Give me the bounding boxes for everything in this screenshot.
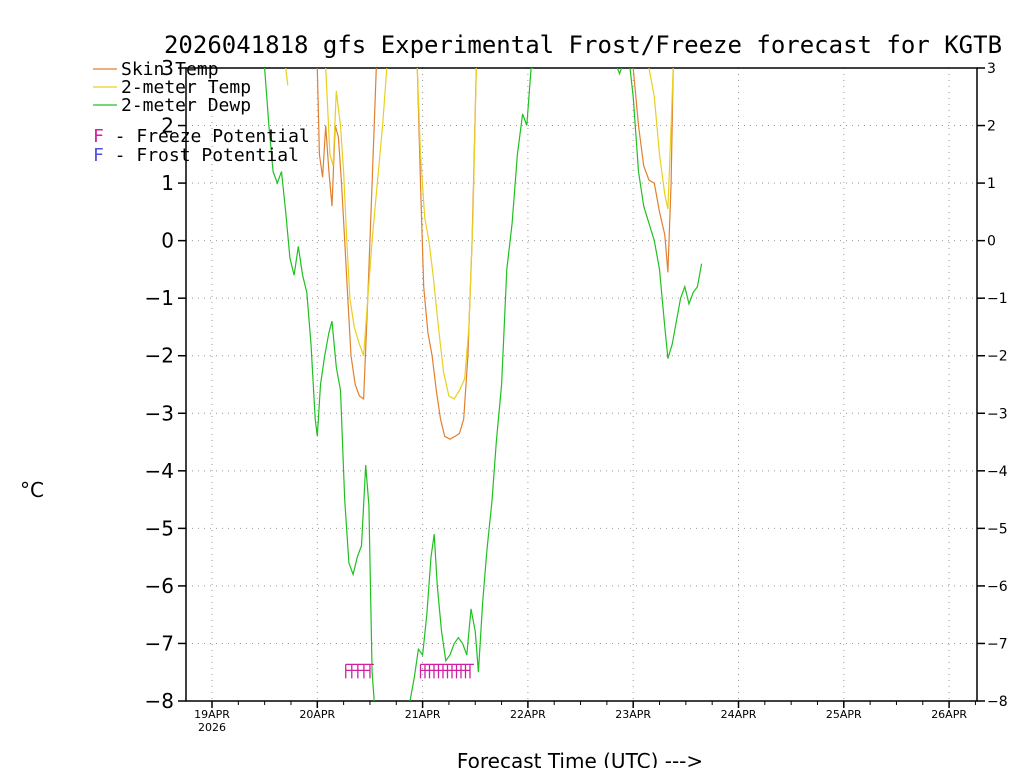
y-tick-label-right: 3 (987, 61, 996, 77)
y-tick-label-right: −1 (987, 291, 1008, 307)
y-tick-label-right: −8 (987, 694, 1008, 710)
x-tick-sublabel: 2026 (198, 721, 226, 734)
y-tick-label: −3 (145, 401, 174, 425)
series-layer (264, 68, 703, 701)
y-tick-label-right: 0 (987, 234, 996, 250)
y-axis-left: 3 2 1 0 −1 −2 −3 −4 −5 −6 −7 −8 (145, 56, 186, 713)
x-tick-label: 23APR (615, 708, 651, 721)
y-tick-label: −6 (145, 574, 174, 598)
legend-freeze-potential-text: - Freeze Potential (104, 126, 310, 147)
series-2-meter-temp-line (285, 68, 289, 86)
legend-2-meter-dewp-label: 2-meter Dewp (121, 95, 251, 116)
x-tick-label: 26APR (931, 708, 967, 721)
x-tick-label: 22APR (510, 708, 546, 721)
series-skin-temp-line (632, 68, 674, 273)
legend-frost-potential-text: - Frost Potential (104, 145, 299, 166)
plot-frame (185, 67, 978, 702)
y-tick-label-right: −2 (987, 349, 1008, 365)
y-tick-label: −4 (145, 459, 174, 483)
legend-frost-potential-entry: F - Frost Potential (93, 145, 299, 166)
legend-skin-temp-label: Skin Temp (121, 59, 219, 80)
x-tick-label: 24APR (721, 708, 757, 721)
y-tick-label: 0 (161, 229, 174, 253)
y-tick-label: −8 (145, 689, 174, 713)
series-skin-temp-line (316, 68, 377, 401)
y-tick-label: −7 (145, 631, 174, 655)
y-axis-label: °C (20, 478, 44, 502)
series-skin-temp-line (416, 68, 477, 440)
series-2-meter-dewp-line (616, 68, 623, 76)
series-2-meter-temp-line (325, 68, 388, 356)
y-tick-label: −5 (145, 516, 174, 540)
series-2-meter-temp-line (416, 68, 477, 400)
chart-title: 2026041818 gfs Experimental Frost/Freeze… (164, 31, 1002, 59)
y-tick-label-right: −7 (987, 636, 1008, 652)
y-tick-label-right: 1 (987, 176, 996, 192)
y-tick-label-right: −3 (987, 406, 1008, 422)
y-tick-label-right: −4 (987, 464, 1008, 480)
series-2-meter-temp-line (648, 68, 674, 210)
series-2-meter-dewp-line (629, 68, 703, 359)
y-tick-label: −2 (145, 344, 174, 368)
freeze-markers (345, 663, 474, 679)
y-tick-label: 2 (161, 114, 174, 138)
y-tick-label: 3 (161, 56, 174, 80)
x-tick-label: 21APR (405, 708, 441, 721)
y-tick-label: 1 (161, 171, 174, 195)
legend-freeze-potential-entry: F - Freeze Potential (93, 126, 310, 147)
y-tick-label: −1 (145, 286, 174, 310)
y-tick-label-right: −5 (987, 521, 1008, 537)
y-tick-label-right: 2 (987, 119, 996, 135)
grid (186, 68, 977, 701)
x-axis-label: Forecast Time (UTC) ---> (457, 749, 703, 768)
y-tick-label-right: −6 (987, 579, 1008, 595)
x-tick-label: 25APR (826, 708, 862, 721)
x-tick-label: 19APR (194, 708, 230, 721)
legend-freeze-potential-symbol: F (93, 126, 104, 147)
series-2-meter-dewp-line (409, 68, 534, 701)
x-tick-label: 20APR (299, 708, 335, 721)
series-2-meter-dewp-line (264, 68, 375, 701)
legend-frost-potential-symbol: F (93, 145, 104, 166)
y-axis-right: 3 2 1 0 −1 −2 −3 −4 −5 −6 −7 −8 (977, 61, 1008, 710)
legend-2-meter-temp-label: 2-meter Temp (121, 77, 251, 98)
